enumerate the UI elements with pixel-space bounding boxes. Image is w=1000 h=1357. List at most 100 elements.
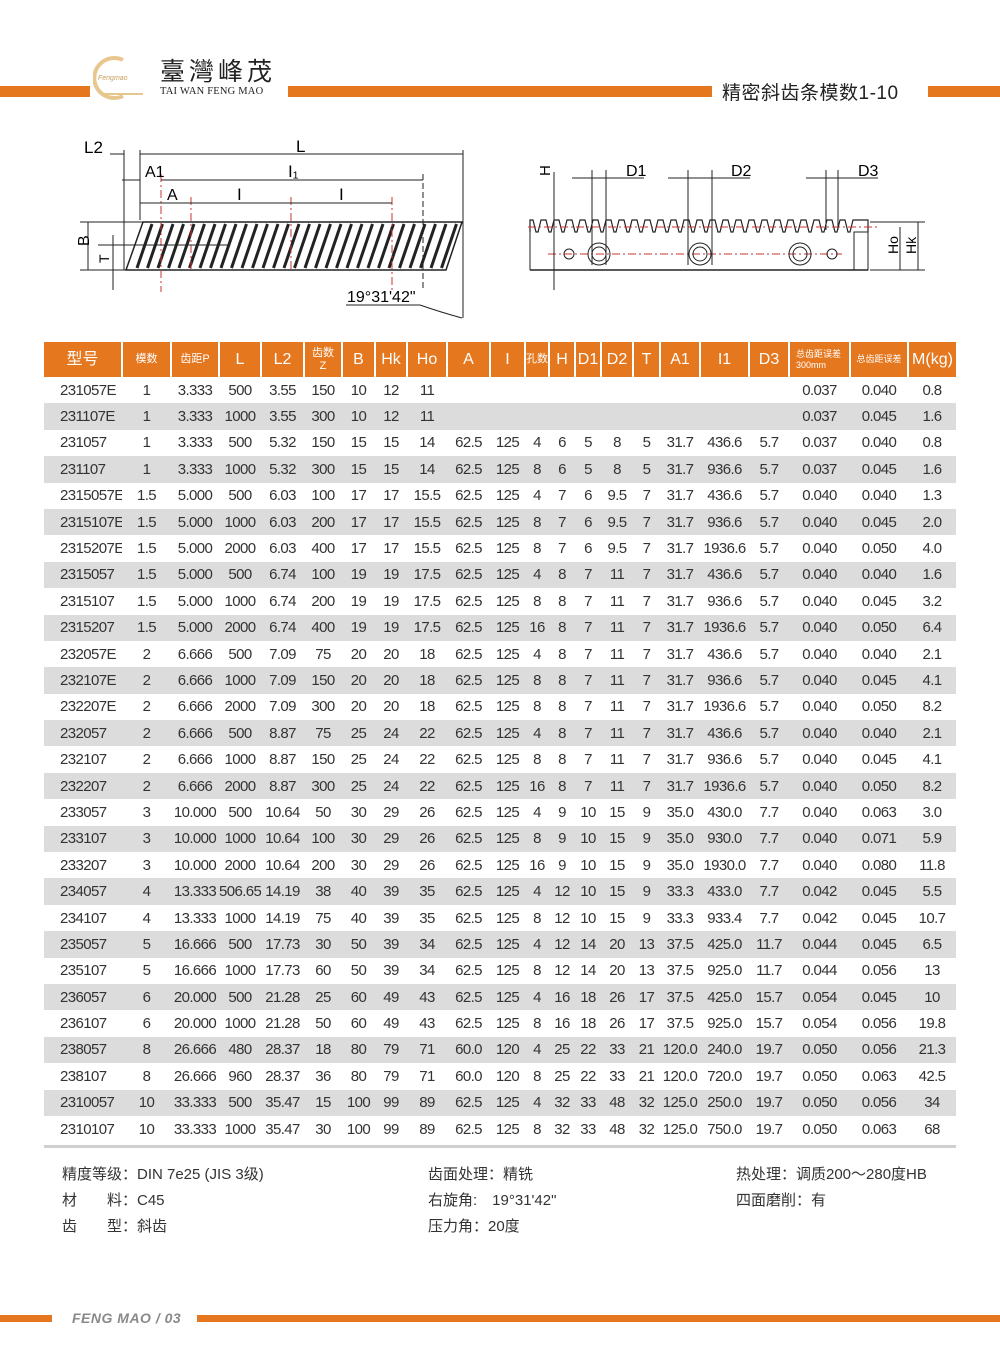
table-cell: 0.037	[802, 381, 837, 399]
table-cell: 42.5	[918, 1067, 946, 1085]
table-cell: 11	[601, 667, 633, 694]
table-cell: 4	[525, 931, 549, 958]
table-cell: 19.7	[749, 1089, 789, 1116]
table-cell: 30	[350, 856, 367, 874]
table-cell: 34	[419, 962, 435, 980]
table-cell: 8	[533, 592, 541, 610]
table-cell: 13	[633, 931, 660, 958]
table-cell: 0.040	[802, 540, 837, 558]
table-cell: 125	[495, 645, 520, 663]
table-cell	[447, 377, 490, 403]
table-cell: 4	[525, 1089, 549, 1116]
table-cell: 1000	[219, 403, 261, 430]
table-cell: 10	[580, 909, 596, 927]
table-cell: 125	[490, 614, 525, 641]
table-cell: 62.5	[455, 1120, 482, 1138]
table-cell: 6	[142, 1015, 151, 1033]
table-cell: 89	[407, 1089, 447, 1116]
table-cell: 0.040	[802, 645, 837, 663]
spec-helix-angle: 右旋角: 19°31'42"	[428, 1192, 557, 1209]
table-cell: 430.0	[707, 803, 742, 821]
table-cell: 125	[495, 698, 520, 716]
table-cell: 500	[228, 487, 252, 505]
table-cell: 62.5	[447, 878, 490, 905]
table-cell: 4.1	[908, 667, 956, 694]
table-cell: 0.042	[789, 878, 850, 905]
table-cell: 506.65	[219, 878, 261, 905]
table-cell: 39	[383, 909, 399, 927]
table-cell: 436.6	[700, 561, 749, 589]
table-cell: 1930.0	[703, 856, 746, 874]
model-cell: 2315107E	[44, 508, 122, 536]
table-cell: 12	[549, 931, 575, 958]
table-cell: 150	[311, 751, 335, 769]
table-cell: 99	[375, 1089, 407, 1116]
table-cell: 31.7	[666, 540, 694, 558]
column-header: D3	[748, 342, 789, 377]
table-cell: 7	[575, 614, 601, 641]
table-cell: 436.6	[707, 434, 742, 452]
table-cell: 32	[638, 1120, 655, 1138]
table-cell: 6.03	[269, 540, 296, 558]
table-cell: 925.0	[707, 1015, 742, 1033]
tooth-hatch	[429, 223, 448, 269]
table-cell: 120.0	[662, 1067, 698, 1085]
table-cell: 37.5	[660, 931, 700, 958]
table-cell: 35.47	[261, 1089, 304, 1116]
table-cell: 17.73	[265, 962, 300, 980]
table-cell: 500	[219, 561, 261, 589]
table-cell: 1.6	[908, 456, 956, 483]
table-cell: 1.5	[122, 614, 171, 641]
header-bar-middle	[288, 86, 712, 97]
table-cell: 11	[601, 614, 633, 641]
table-cell: 5	[142, 962, 151, 980]
table-cell: 15.5	[413, 540, 441, 558]
table-cell: 28.37	[265, 1067, 300, 1085]
table-cell: 15	[601, 825, 633, 853]
spec-material: 材 料：C45	[62, 1192, 165, 1209]
table-cell: 6	[549, 456, 575, 483]
table-cell: 62.5	[447, 825, 490, 853]
tooth-hatch	[240, 223, 259, 269]
table-cell: 14	[575, 931, 601, 958]
table-cell: 6	[584, 540, 592, 558]
table-cell: 2000	[224, 540, 257, 558]
label-h: H	[537, 165, 554, 176]
table-cell: 0.040	[850, 561, 908, 589]
table-cell: 99	[383, 1120, 399, 1138]
table-cell: 30	[342, 825, 375, 853]
table-cell: 125	[495, 434, 520, 452]
table-row: 238107 8 26.666 960 28.37 36 80 79 71 60.0 120 8 25 2…	[44, 1063, 956, 1089]
table-cell: 13	[638, 962, 655, 980]
table-cell: 49	[383, 1015, 399, 1033]
table-cell: 300	[304, 456, 342, 483]
table-cell: 13.333	[171, 878, 219, 905]
table-cell: 0.080	[861, 856, 897, 874]
table-cell: 0.040	[802, 751, 837, 769]
table-cell: 31.7	[666, 645, 694, 663]
table-cell: 62.5	[455, 856, 482, 874]
table-cell: 1	[142, 381, 151, 399]
table-cell: 0.050	[802, 1067, 837, 1085]
table-cell: 4	[533, 645, 541, 663]
table-cell: 24	[383, 751, 399, 769]
table-cell: 7	[575, 772, 601, 800]
table-cell: 1	[142, 434, 151, 452]
table-cell: 0.040	[789, 561, 850, 589]
table-cell: 10	[122, 1089, 171, 1116]
column-header: 孔数	[524, 342, 549, 377]
table-cell: 12	[554, 962, 570, 980]
table-cell: 5.7	[759, 540, 779, 558]
table-cell: 0.045	[850, 878, 908, 905]
model-cell: 231107	[44, 456, 122, 483]
model-cell: 2315207	[44, 614, 122, 641]
logo-icon: Fengmao	[93, 56, 143, 100]
table-cell: 0.044	[802, 962, 837, 980]
table-cell: 1000	[224, 909, 257, 927]
table-cell: 6.03	[269, 487, 296, 505]
table-cell: 18	[419, 645, 435, 663]
label-ho: Ho	[885, 236, 901, 254]
table-cell: 125	[490, 878, 525, 905]
table-cell: 0.050	[802, 1120, 837, 1138]
column-header: M(kg)	[907, 342, 956, 377]
